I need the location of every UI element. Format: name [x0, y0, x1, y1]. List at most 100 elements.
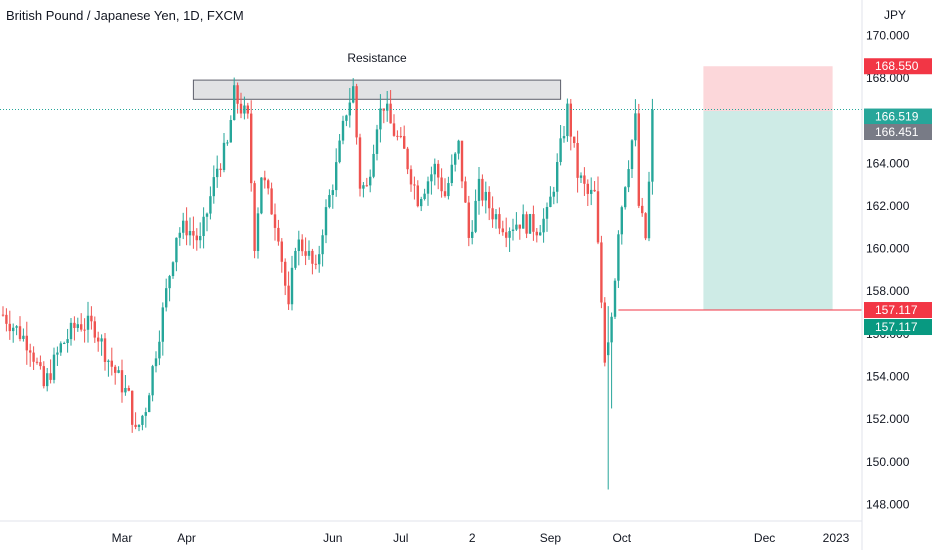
candle-body [382, 108, 385, 111]
candle-body [110, 360, 113, 367]
candle-body [175, 237, 178, 263]
candle-body [73, 322, 76, 328]
candle-body [46, 373, 49, 387]
overlay-layer [0, 109, 862, 311]
candle-body [501, 228, 504, 233]
candle-body [651, 109, 654, 182]
candle-body [613, 280, 617, 317]
candle-body [188, 230, 192, 236]
candle-body [103, 338, 107, 362]
candle-body [471, 231, 474, 238]
time-tick-label: Dec [754, 531, 775, 545]
price-tick-label: 164.000 [866, 156, 910, 170]
chart-title: British Pound / Japanese Yen, 1D, FXCM [6, 8, 244, 23]
candle-body [362, 185, 365, 189]
time-tick-label: Jun [323, 531, 342, 545]
candle-body [12, 327, 15, 332]
candle-body [576, 143, 579, 178]
candle-body [216, 168, 219, 178]
candle-body [236, 85, 239, 104]
time-axis[interactable]: Mar Apr Jun Jul 2 Sep Oct Dec 2023 [112, 531, 850, 545]
candle-body [280, 241, 283, 262]
candle-body [290, 267, 294, 305]
candle-body [515, 224, 518, 230]
price-axis[interactable]: 148.000150.000152.000154.000156.000158.0… [866, 28, 910, 511]
candle-body [154, 358, 158, 367]
target-price-badge [864, 302, 932, 319]
candle-body [372, 153, 375, 177]
candle-body [590, 189, 593, 194]
stop-loss-zone [703, 66, 833, 111]
candle-body [443, 191, 447, 197]
candle-body [437, 163, 440, 178]
candle-body [219, 168, 222, 170]
candle-body [324, 207, 328, 236]
candle-body [304, 251, 307, 256]
candle-body [294, 250, 297, 268]
price-tick-label: 170.000 [866, 28, 910, 42]
candle-body [212, 177, 215, 197]
candle-body [634, 113, 637, 141]
take-profit-zone [703, 110, 833, 311]
candles-layer [1, 77, 654, 490]
candle-body [345, 115, 348, 121]
candle-body [627, 169, 630, 188]
candle-body [525, 214, 528, 234]
price-axis-unit: JPY [884, 8, 906, 22]
price-tick-label: 148.000 [866, 497, 910, 511]
candle-body [430, 174, 433, 182]
candle-body [1, 314, 5, 316]
candle-body [549, 196, 552, 207]
candle-body [460, 140, 464, 182]
candle-body [314, 263, 317, 265]
candle-body [39, 362, 42, 367]
candle-body [195, 235, 198, 241]
candle-body [579, 175, 583, 178]
candle-body [488, 191, 491, 209]
candle-body [583, 175, 586, 184]
candle-body [355, 86, 358, 138]
candle-body [481, 178, 484, 201]
candle-body [542, 218, 545, 233]
candle-body [505, 232, 508, 238]
candle-body [617, 234, 620, 281]
candle-body [341, 120, 345, 141]
candle-body [131, 390, 134, 425]
candle-body [148, 395, 151, 413]
candle-body [528, 214, 532, 234]
candle-body [447, 183, 450, 197]
candle-body [396, 135, 399, 137]
candle-body [610, 316, 613, 343]
candle-body [66, 339, 69, 343]
candle-body [348, 102, 351, 116]
candle-body [29, 350, 32, 353]
candle-body [256, 213, 260, 251]
candle-body [399, 135, 402, 137]
candle-body [107, 360, 110, 362]
candle-body [141, 415, 144, 425]
candle-body [185, 220, 188, 236]
candle-body [284, 261, 287, 286]
candle-body [321, 235, 324, 255]
candle-body [161, 307, 164, 342]
candle-body [97, 337, 100, 342]
candle-body [93, 321, 96, 338]
time-tick-label: Oct [612, 531, 631, 545]
candle-body [379, 108, 382, 130]
candle-body [511, 229, 515, 231]
candle-body [369, 176, 372, 186]
candle-body [192, 230, 195, 236]
candle-body [69, 322, 73, 340]
time-tick-label: 2 [469, 531, 476, 545]
candle-body [277, 227, 280, 242]
candle-body [386, 103, 389, 111]
candle-body [76, 324, 79, 328]
price-tick-label: 154.000 [866, 369, 910, 383]
candle-body [409, 169, 413, 185]
candle-body [552, 191, 555, 197]
time-tick-label: Apr [177, 531, 196, 545]
candle-body [137, 424, 141, 427]
candle-body [229, 120, 232, 143]
candle-body [297, 239, 300, 251]
